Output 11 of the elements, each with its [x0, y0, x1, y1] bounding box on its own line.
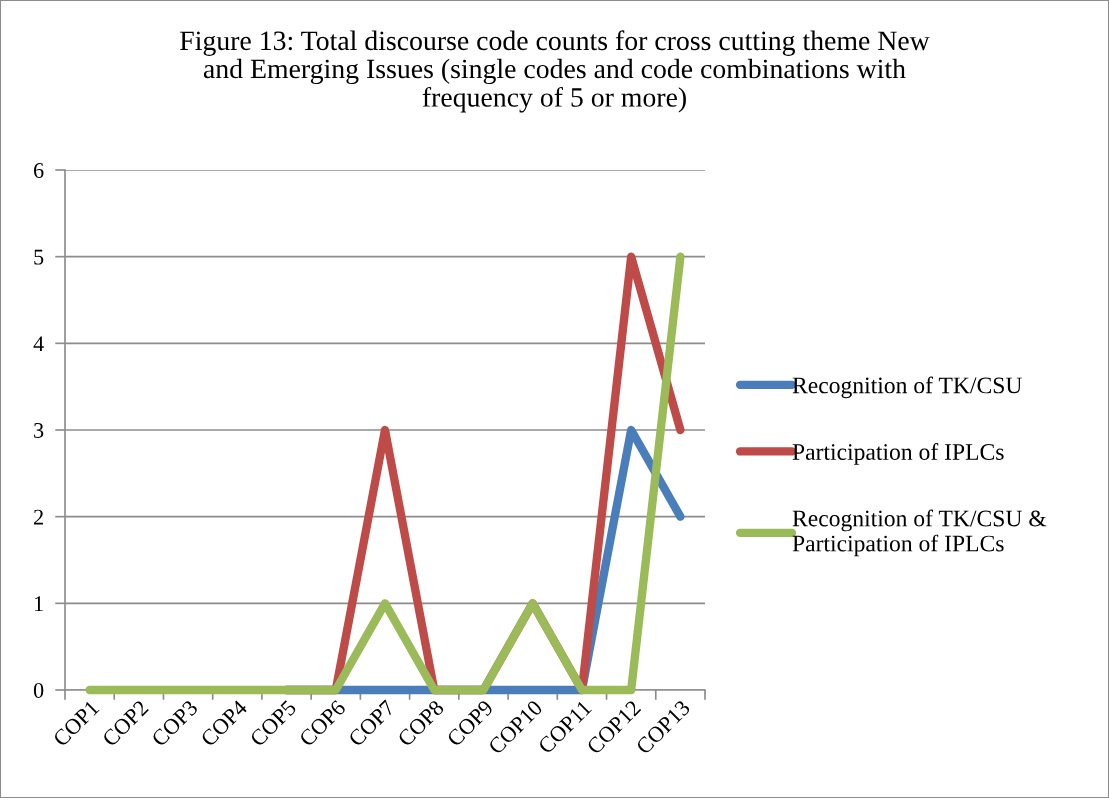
y-tick-label: 1: [35, 596, 43, 612]
y-tick-label: 5: [34, 249, 44, 265]
legend-label: Participation of IPLCs: [792, 443, 1004, 465]
legend-label: Recognition of TK/CSU & Participation of IPLCs: [792, 509, 1047, 557]
y-tick-label: 0: [33, 682, 44, 698]
legend-label: Recognition of TK/CSU: [792, 376, 1022, 399]
chart-title: Figure 13: Total discourse code counts for cross cutting theme New and Emerging Issues (single codes and code combinations with frequency of 5 or more): [180, 30, 930, 113]
y-tick-label: 6: [34, 162, 44, 178]
y-tick-label: 3: [34, 422, 44, 438]
y-tick-label: 2: [34, 509, 43, 525]
y-tick-label: 4: [33, 336, 44, 352]
